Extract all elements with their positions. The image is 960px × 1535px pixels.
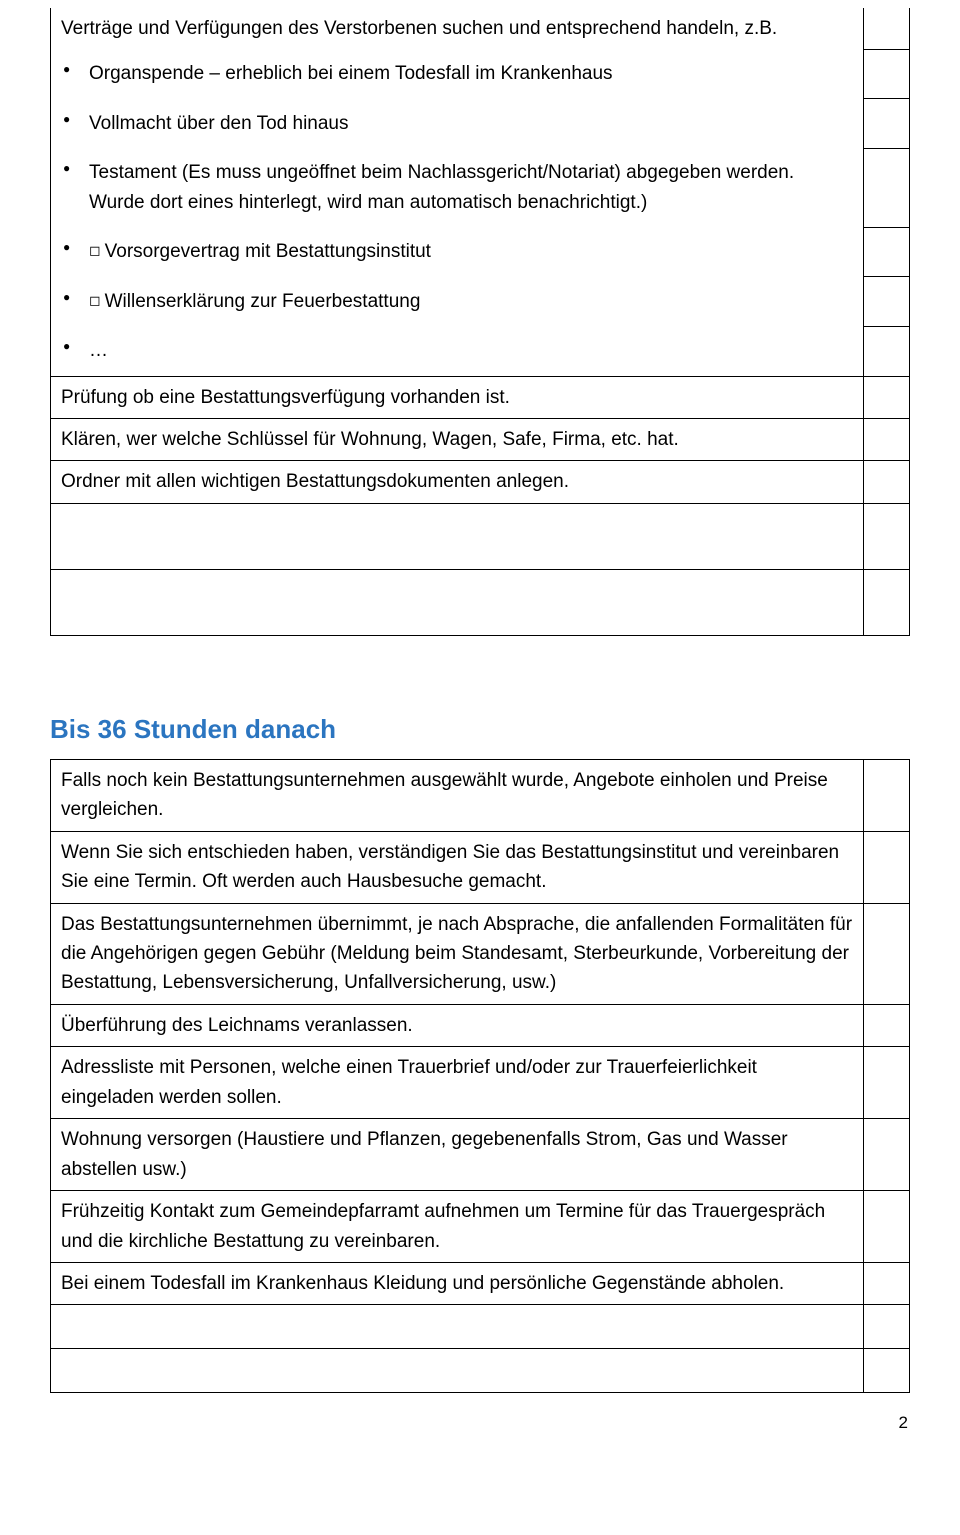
bullet-cell: ◻Vorsorgevertrag mit Bestattungsinstitut — [51, 227, 864, 276]
check-cell[interactable] — [864, 903, 910, 1004]
bullet-text: Vorsorgevertrag mit Bestattungsinstitut — [105, 241, 431, 262]
bullet-text: Testament (Es muss ungeöffnet beim Nachl… — [89, 162, 794, 212]
row-cell: Adressliste mit Personen, welche einen T… — [51, 1047, 864, 1119]
bullet-cell: Organspende – erheblich bei einem Todesf… — [51, 49, 864, 98]
check-cell[interactable] — [864, 227, 910, 276]
check-cell[interactable] — [864, 8, 910, 49]
check-cell[interactable] — [864, 1349, 910, 1393]
row-text: Das Bestattungsunternehmen übernimmt, je… — [61, 914, 852, 994]
row-cell: Ordner mit allen wichtigen Bestattungsdo… — [51, 461, 864, 503]
bullet-text: Vollmacht über den Tod hinaus — [89, 113, 349, 134]
row-text: Wenn Sie sich entschieden haben, verstän… — [61, 842, 839, 892]
bullet-cell: … — [51, 326, 864, 376]
row-cell: Falls noch kein Bestattungsunternehmen a… — [51, 759, 864, 831]
check-cell[interactable] — [864, 326, 910, 376]
row-cell: Frühzeitig Kontakt zum Gemeindepfarramt … — [51, 1191, 864, 1263]
row-text: Frühzeitig Kontakt zum Gemeindepfarramt … — [61, 1201, 825, 1251]
check-cell[interactable] — [864, 1047, 910, 1119]
row-cell: Überführung des Leichnams veranlassen. — [51, 1004, 864, 1046]
row-cell: Das Bestattungsunternehmen übernimmt, je… — [51, 903, 864, 1004]
row-text: Überführung des Leichnams veranlassen. — [61, 1015, 413, 1036]
bullet-cell: Testament (Es muss ungeöffnet beim Nachl… — [51, 148, 864, 227]
check-cell[interactable] — [864, 1004, 910, 1046]
row-text: Prüfung ob eine Bestattungsverfügung vor… — [61, 387, 510, 408]
bullet-cell: Vollmacht über den Tod hinaus — [51, 99, 864, 148]
row-text: Adressliste mit Personen, welche einen T… — [61, 1057, 757, 1107]
bullet-text: Organspende – erheblich bei einem Todesf… — [89, 63, 613, 84]
check-cell[interactable] — [864, 277, 910, 326]
check-cell[interactable] — [864, 148, 910, 227]
row-text: Falls noch kein Bestattungsunternehmen a… — [61, 770, 828, 820]
check-cell[interactable] — [864, 49, 910, 98]
bullet-text: … — [89, 340, 108, 361]
check-cell[interactable] — [864, 99, 910, 148]
blank-cell — [51, 569, 864, 635]
row-cell: Prüfung ob eine Bestattungsverfügung vor… — [51, 376, 864, 418]
check-cell[interactable] — [864, 418, 910, 460]
check-cell[interactable] — [864, 1305, 910, 1349]
bullet-text: Willenserklärung zur Feuerbestattung — [105, 291, 421, 312]
check-cell[interactable] — [864, 461, 910, 503]
blank-cell — [51, 503, 864, 569]
inline-glyph: ◻ — [89, 240, 101, 262]
row-cell: Wenn Sie sich entschieden haben, verstän… — [51, 831, 864, 903]
checklist-table-1: Verträge und Verfügungen des Verstorbene… — [50, 8, 910, 636]
check-cell[interactable] — [864, 1262, 910, 1304]
checklist-table-2: Falls noch kein Bestattungsunternehmen a… — [50, 759, 910, 1394]
row-text: Bei einem Todesfall im Krankenhaus Kleid… — [61, 1273, 784, 1294]
row-text: Wohnung versorgen (Haustiere und Pflanze… — [61, 1129, 788, 1179]
row-text: Klären, wer welche Schlüssel für Wohnung… — [61, 429, 679, 450]
intro-text: Verträge und Verfügungen des Verstorbene… — [61, 18, 777, 39]
bullet-cell: ◻Willenserklärung zur Feuerbestattung — [51, 277, 864, 326]
inline-glyph: ◻ — [89, 290, 101, 312]
row-cell: Bei einem Todesfall im Krankenhaus Kleid… — [51, 1262, 864, 1304]
check-cell[interactable] — [864, 376, 910, 418]
intro-cell: Verträge und Verfügungen des Verstorbene… — [51, 8, 864, 49]
check-cell[interactable] — [864, 569, 910, 635]
check-cell[interactable] — [864, 503, 910, 569]
row-cell: Klären, wer welche Schlüssel für Wohnung… — [51, 418, 864, 460]
row-text: Ordner mit allen wichtigen Bestattungsdo… — [61, 471, 569, 492]
section-heading-text: Bis 36 Stunden danach — [50, 714, 336, 744]
page-number-text: 2 — [899, 1413, 908, 1432]
row-cell: Wohnung versorgen (Haustiere und Pflanze… — [51, 1119, 864, 1191]
page-number: 2 — [50, 1413, 910, 1433]
check-cell[interactable] — [864, 1191, 910, 1263]
check-cell[interactable] — [864, 759, 910, 831]
section-heading: Bis 36 Stunden danach — [50, 714, 910, 745]
blank-cell — [51, 1349, 864, 1393]
check-cell[interactable] — [864, 1119, 910, 1191]
blank-cell — [51, 1305, 864, 1349]
check-cell[interactable] — [864, 831, 910, 903]
